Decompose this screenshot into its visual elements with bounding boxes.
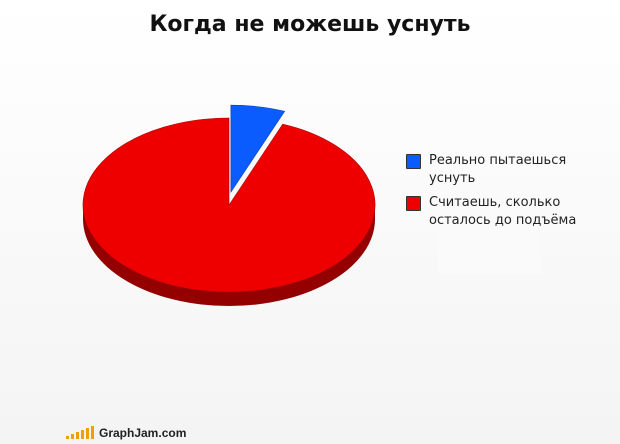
graphjam-watermark: GraphJam.com	[66, 426, 186, 439]
chart-title: Когда не можешь уснуть	[149, 12, 471, 37]
background-shade	[438, 214, 542, 274]
legend-item-counting: Считаешь, сколько осталось до подъёма	[406, 194, 606, 230]
legend-label-trying: Реально пытаешься уснуть	[429, 153, 567, 186]
pie-slice-1	[82, 117, 376, 293]
watermark-text: GraphJam.com	[99, 426, 187, 440]
chart-legend: Реально пытаешься уснуть Считаешь, сколь…	[406, 152, 606, 236]
pie-slice-0	[230, 104, 286, 194]
legend-item-trying: Реально пытаешься уснуть	[406, 152, 606, 188]
legend-label-counting: Считаешь, сколько осталось до подъёма	[429, 195, 577, 228]
pie-side-1	[83, 205, 375, 306]
legend-swatch-blue	[406, 154, 421, 169]
legend-swatch-red	[406, 196, 421, 211]
watermark-bars-icon	[66, 426, 96, 439]
